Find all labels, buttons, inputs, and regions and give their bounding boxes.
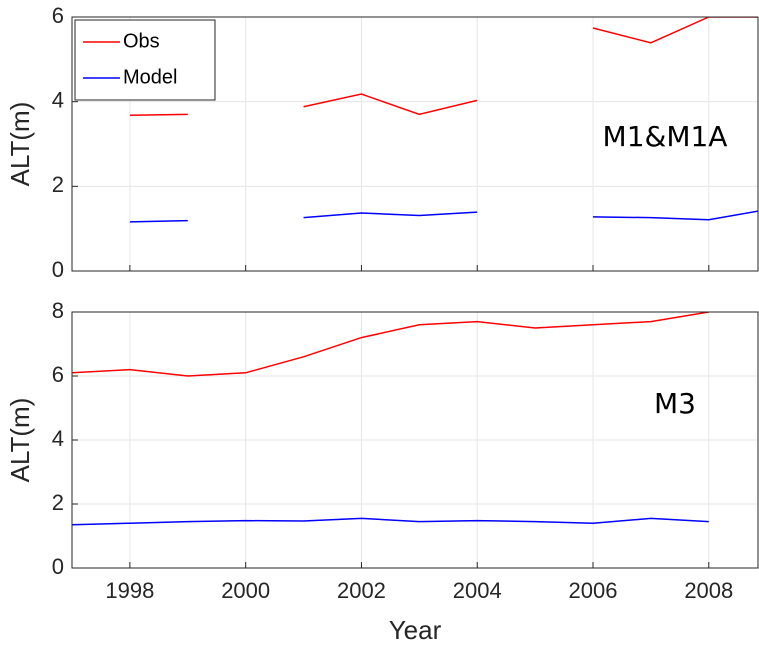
x-axis-label: Year <box>389 615 442 645</box>
y-tick-label: 6 <box>52 362 64 387</box>
x-tick-label: 2008 <box>684 578 733 603</box>
x-tick-label: 2002 <box>337 578 386 603</box>
y-tick-label: 2 <box>52 172 64 197</box>
series-line <box>72 517 709 526</box>
legend-box <box>74 19 216 101</box>
y-tick-label: 0 <box>52 257 64 282</box>
y-tick-label: 0 <box>52 554 64 579</box>
x-tick-label: 2004 <box>453 578 502 603</box>
y-tick-label: 4 <box>52 426 64 451</box>
plot-frame <box>71 16 759 272</box>
plot-frame <box>71 311 759 569</box>
annotation: M1&M1A <box>603 120 728 153</box>
y-axis-label: ALT(m) <box>5 102 35 187</box>
series-line <box>72 312 709 377</box>
x-tick-label: 2000 <box>221 578 270 603</box>
series-line <box>129 17 758 116</box>
legend-label: Obs <box>123 30 160 52</box>
annotation: M3 <box>654 387 696 420</box>
y-tick-label: 8 <box>52 298 64 323</box>
x-tick-label: 1998 <box>105 578 154 603</box>
y-axis-label: ALT(m) <box>5 398 35 483</box>
y-tick-label: 4 <box>52 87 64 112</box>
series-line <box>129 210 758 223</box>
y-tick-label: 6 <box>52 3 64 28</box>
x-tick-label: 2006 <box>569 578 618 603</box>
legend-label: Model <box>123 66 177 88</box>
y-tick-label: 2 <box>52 490 64 515</box>
